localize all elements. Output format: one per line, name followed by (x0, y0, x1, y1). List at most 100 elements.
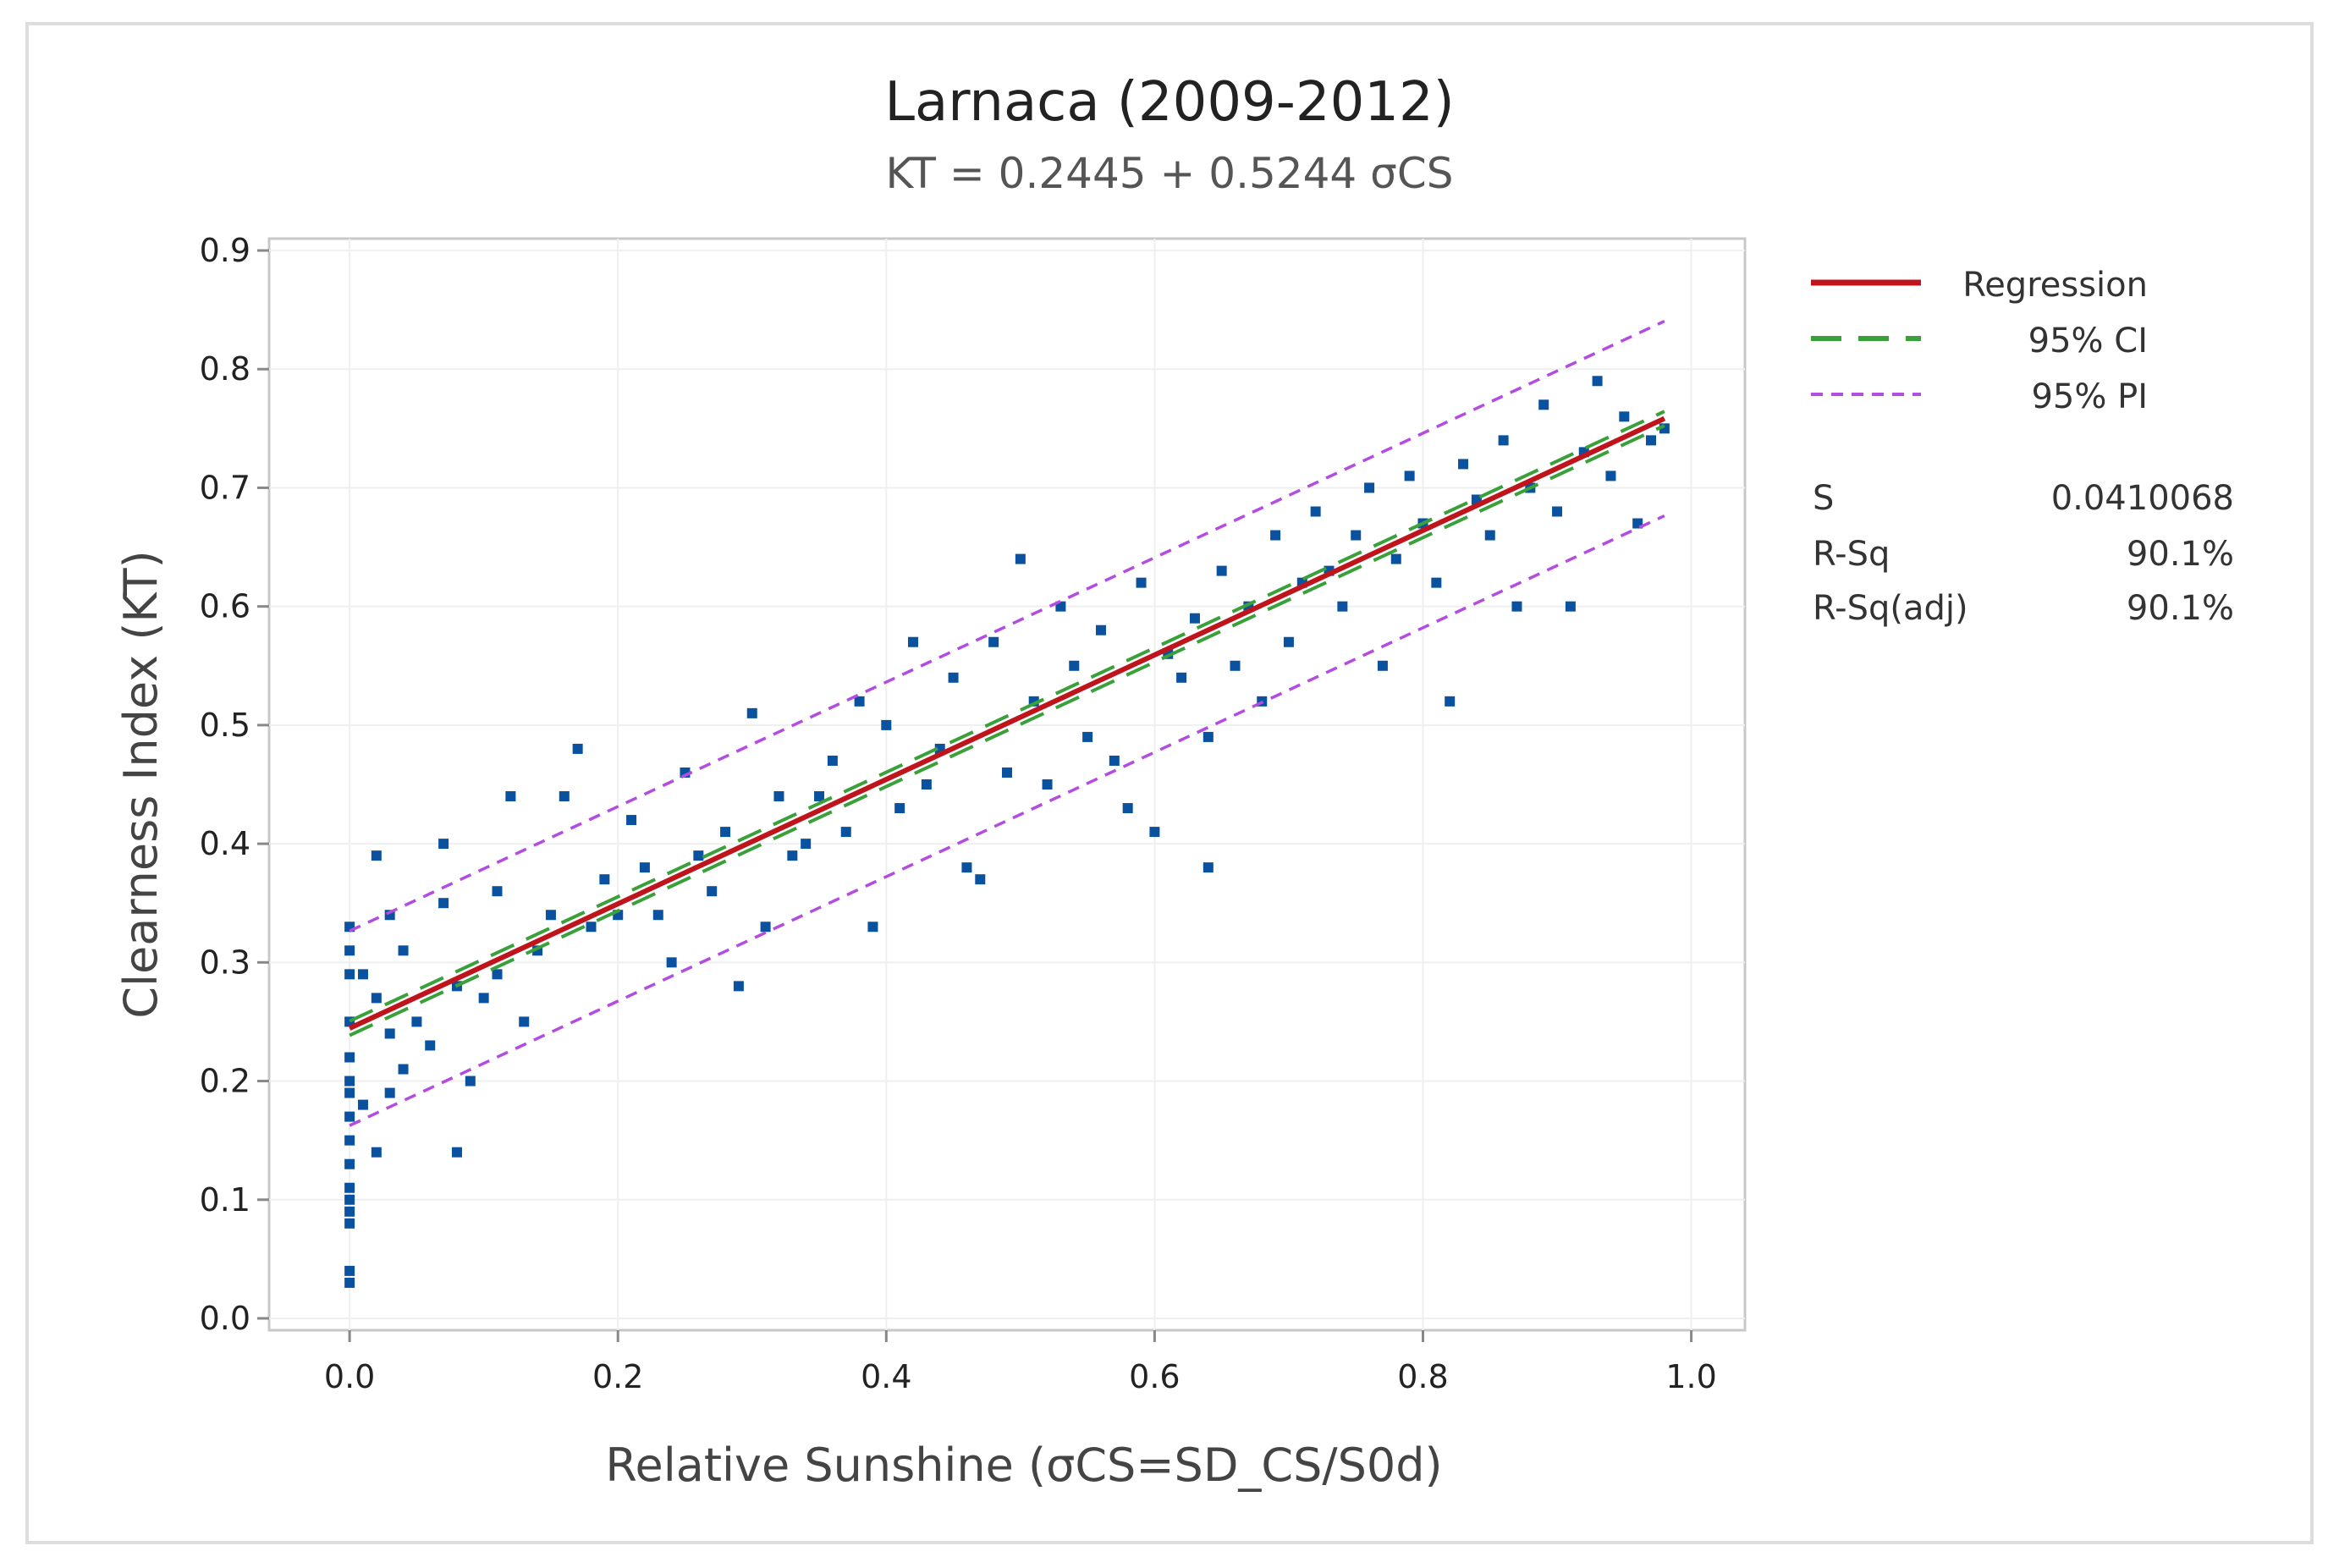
data-point (357, 969, 368, 980)
data-point (1646, 435, 1657, 446)
data-point (894, 803, 905, 814)
data-point (438, 898, 449, 909)
data-point (1390, 553, 1401, 564)
x-axis-label: Relative Sunshine (σCS=SD_CS/S0d) (605, 1439, 1442, 1492)
legend-ci-label: 95% CI (2028, 322, 2148, 360)
data-point (492, 886, 503, 897)
data-point (1203, 862, 1214, 873)
data-point (707, 886, 718, 897)
y-tick-label: 0.4 (200, 825, 250, 862)
data-point (344, 1206, 355, 1217)
data-point (344, 1111, 355, 1122)
data-point (586, 922, 597, 933)
data-point (1095, 624, 1106, 635)
data-point (1445, 696, 1456, 707)
x-tick-label: 0.2 (592, 1358, 643, 1395)
legend-pi-label: 95% PI (2031, 377, 2148, 416)
y-tick-label: 0.9 (200, 232, 250, 269)
y-tick-label: 0.7 (200, 469, 250, 506)
data-point (1552, 506, 1563, 517)
data-point (1619, 411, 1630, 422)
data-point (492, 969, 503, 980)
data-point (519, 1016, 530, 1027)
data-point (344, 1158, 355, 1169)
data-point (1136, 577, 1147, 588)
data-point (733, 981, 744, 992)
x-tick-label: 0.6 (1129, 1358, 1180, 1395)
pi-lower-line (349, 514, 1665, 1127)
data-point (384, 1087, 395, 1098)
stat-rsq-label: R-Sq (1813, 535, 1890, 574)
regression-stats: S 0.0410068 R-Sq 90.1% R-Sq(adj) 90.1% (1813, 479, 2234, 628)
data-point (1364, 482, 1375, 493)
data-point (787, 850, 798, 861)
data-point (344, 1277, 355, 1288)
x-tick-label: 1.0 (1665, 1358, 1716, 1395)
data-point (344, 1218, 355, 1229)
data-point (746, 707, 757, 718)
data-point (344, 1265, 355, 1276)
data-point (398, 1064, 409, 1075)
data-point (1431, 577, 1442, 588)
data-point (398, 945, 409, 956)
data-point (357, 1099, 368, 1110)
data-point (693, 850, 704, 861)
data-point (854, 696, 865, 707)
data-point (908, 636, 919, 647)
data-point (344, 1087, 355, 1098)
data-point (1592, 376, 1603, 387)
data-point (344, 1076, 355, 1087)
data-point (545, 910, 556, 921)
data-point (1605, 470, 1616, 481)
data-point (1216, 565, 1227, 576)
data-point (1404, 470, 1415, 481)
data-point (371, 850, 382, 861)
data-point (572, 743, 583, 754)
data-point (801, 839, 812, 850)
stat-rsq-value: 90.1% (2127, 535, 2234, 574)
data-point (1042, 779, 1053, 790)
data-point (1484, 530, 1495, 541)
data-point (840, 827, 851, 838)
x-tick-label: 0.4 (861, 1358, 911, 1395)
y-tick-label: 0.8 (200, 350, 250, 388)
data-point (720, 827, 731, 838)
x-tick-label: 0.8 (1397, 1358, 1448, 1395)
stat-rsq-adj-value: 90.1% (2127, 589, 2234, 628)
data-point (1337, 601, 1348, 612)
data-point (384, 1028, 395, 1039)
data-point (1270, 530, 1281, 541)
data-point (1109, 755, 1120, 766)
data-point (1377, 660, 1388, 671)
data-point (1511, 601, 1522, 612)
data-point (438, 839, 449, 850)
stat-rsq-adj-label: R-Sq(adj) (1813, 589, 1968, 628)
data-point (465, 1076, 476, 1087)
data-point (344, 1194, 355, 1205)
data-point (988, 636, 999, 647)
ci-upper-line (349, 410, 1665, 1023)
data-point (921, 779, 932, 790)
stat-s-label: S (1813, 479, 1834, 518)
legend-regression-label: Regression (1962, 266, 2148, 305)
data-point (626, 815, 637, 826)
data-point (1458, 459, 1469, 470)
x-tick-label: 0.0 (324, 1358, 375, 1395)
data-point (344, 969, 355, 980)
data-point (1351, 530, 1362, 541)
data-point (1082, 731, 1093, 742)
data-point (961, 862, 972, 873)
data-point (371, 993, 382, 1004)
data-point (666, 957, 677, 968)
data-point (1538, 399, 1549, 410)
data-point (344, 945, 355, 956)
plot-area: 0.0 0.2 0.4 0.6 0.8 1.0 0.0 0.1 0.2 0.3 0.4 0.5 0.6 0… (200, 232, 1747, 1395)
data-point (411, 1016, 422, 1027)
y-tick-label: 0.0 (200, 1300, 250, 1337)
data-point (1149, 827, 1160, 838)
data-point (1203, 731, 1214, 742)
data-point (505, 791, 516, 802)
data-point (760, 922, 771, 933)
data-point (867, 922, 878, 933)
